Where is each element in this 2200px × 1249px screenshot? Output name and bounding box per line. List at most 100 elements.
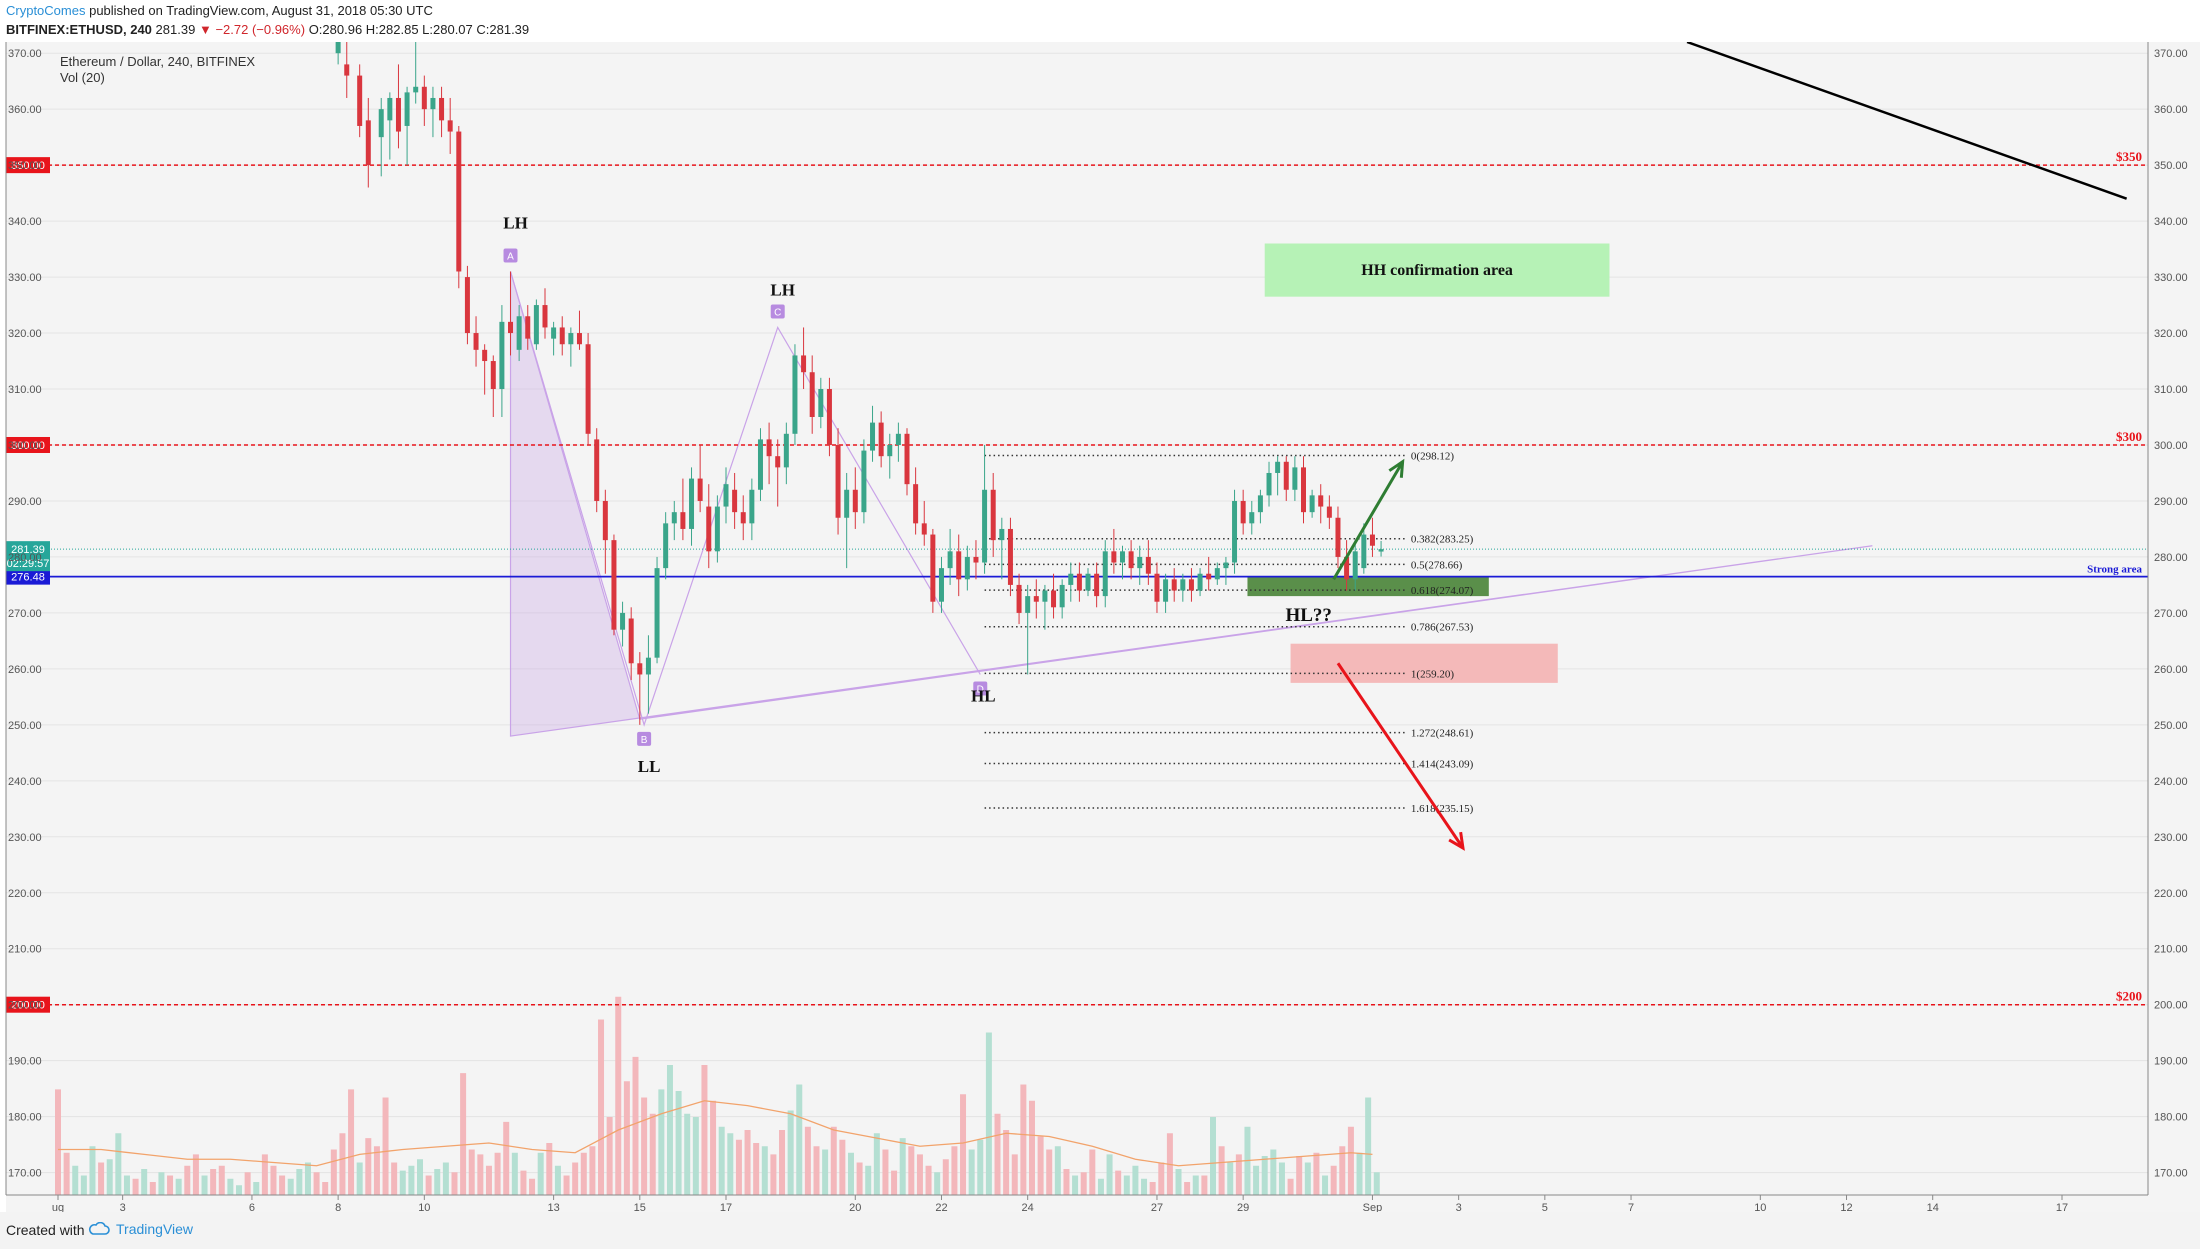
candle-body: [508, 321, 514, 334]
volume-bar: [658, 1089, 665, 1195]
volume-bar: [1028, 1100, 1035, 1195]
x-tick-label: 3: [120, 1202, 126, 1212]
candle-body: [663, 523, 669, 569]
candle-body: [645, 657, 651, 675]
x-tick-label: 20: [849, 1202, 861, 1212]
volume-bar: [55, 1089, 61, 1195]
volume-bar: [1270, 1149, 1277, 1195]
candle-body: [801, 355, 807, 373]
candle-body: [749, 489, 755, 524]
volume-bar: [779, 1130, 786, 1195]
volume-bar: [304, 1162, 311, 1195]
candle-body: [654, 568, 660, 658]
candle-body: [447, 120, 453, 132]
volume-bars: [55, 996, 1380, 1195]
hl-question-label: HL??: [1285, 605, 1331, 626]
bullish-arrow-head: [1388, 458, 1405, 478]
candle-body: [792, 355, 798, 434]
y-tick-left: 270.00: [8, 608, 42, 620]
candle-body: [559, 327, 565, 345]
candle-body: [1033, 596, 1039, 602]
candle-body: [1111, 551, 1117, 563]
volume-bar: [813, 1146, 820, 1195]
candle-body: [775, 456, 781, 468]
volume-bar: [753, 1143, 760, 1195]
volume-bar: [865, 1165, 872, 1195]
candle-body: [378, 109, 384, 138]
x-tick-label: 17: [720, 1202, 732, 1212]
volume-bar: [1287, 1178, 1294, 1195]
volume-bar: [1003, 1130, 1010, 1195]
volume-bar: [934, 1172, 941, 1195]
symbol-line: BITFINEX:ETHUSD, 240 281.39 ▼ −2.72 (−0.…: [6, 22, 529, 37]
volume-bar: [1296, 1156, 1303, 1195]
volume-bar: [1201, 1175, 1208, 1195]
wave-note: HL: [971, 686, 996, 705]
candle-body: [456, 131, 462, 272]
plot-background: [6, 42, 2148, 1212]
fib-level-label: 1.272(248.61): [1411, 728, 1474, 740]
candle-body: [1016, 584, 1022, 613]
volume-bar: [960, 1094, 967, 1195]
candle-body: [1128, 551, 1134, 569]
x-tick-label: 8: [335, 1202, 341, 1212]
volume-bar: [1046, 1149, 1053, 1195]
candle-body: [439, 97, 445, 121]
volume-bar: [977, 1139, 984, 1195]
candle-body: [1102, 551, 1108, 597]
candle-body: [413, 86, 419, 93]
volume-bar: [589, 1146, 596, 1195]
volume-bar: [184, 1165, 191, 1195]
candle-body: [956, 551, 962, 580]
volume-bar: [641, 1097, 648, 1195]
candle-body: [611, 540, 617, 630]
chart-header: CryptoComes published on TradingView.com…: [0, 0, 2200, 42]
candle-body: [1326, 506, 1332, 518]
volume-bar: [710, 1100, 717, 1195]
tradingview-link[interactable]: TradingView: [88, 1221, 193, 1237]
volume-bar: [417, 1159, 424, 1195]
candle-body: [1085, 573, 1091, 591]
y-tick-right: 350.00: [2154, 160, 2188, 172]
candle-body: [982, 489, 988, 563]
author-link[interactable]: CryptoComes: [6, 3, 86, 18]
candle-body: [430, 97, 436, 110]
red-zone: [1290, 643, 1558, 683]
volume-bar: [1253, 1165, 1260, 1195]
candle-body: [1076, 573, 1082, 591]
candle-body: [1240, 500, 1246, 524]
wave-note: LL: [638, 757, 661, 776]
volume-bar: [554, 1165, 561, 1195]
candle-body: [1163, 579, 1169, 602]
volume-bar: [261, 1154, 268, 1195]
x-tick-label: 10: [1754, 1202, 1766, 1212]
candle-body: [1180, 579, 1186, 591]
candle-body: [1051, 590, 1057, 608]
candle-body: [999, 528, 1005, 541]
y-tick-right: 290.00: [2154, 496, 2188, 508]
volume-bar: [477, 1154, 484, 1195]
volume-bar: [132, 1178, 139, 1195]
y-tick-left: 360.00: [8, 104, 42, 116]
candle-body: [887, 444, 893, 457]
candle-body: [904, 433, 910, 485]
candle-body: [680, 512, 686, 529]
candle-body: [387, 97, 393, 121]
y-tick-left: 330.00: [8, 272, 42, 284]
candle-body: [818, 389, 824, 418]
candle-body: [551, 327, 557, 339]
volume-bar: [580, 1152, 587, 1195]
wave-point-label: A: [507, 251, 514, 262]
publish-line: CryptoComes published on TradingView.com…: [6, 3, 433, 18]
level-tag-left: [6, 436, 50, 453]
price-chart[interactable]: HH confirmation area A LH B LL C LH DHL 350.00…: [0, 42, 2200, 1212]
chart-title: Ethereum / Dollar, 240, BITFINEX: [60, 54, 255, 69]
candle-body: [490, 361, 496, 390]
volume-bar: [494, 1152, 501, 1195]
volume-bar: [149, 1182, 156, 1195]
volume-bar: [623, 1081, 630, 1195]
volume-bar: [856, 1162, 863, 1195]
x-tick-label: 17: [2056, 1202, 2068, 1212]
volume-bar: [1184, 1182, 1191, 1195]
volume-bar: [106, 1159, 113, 1195]
